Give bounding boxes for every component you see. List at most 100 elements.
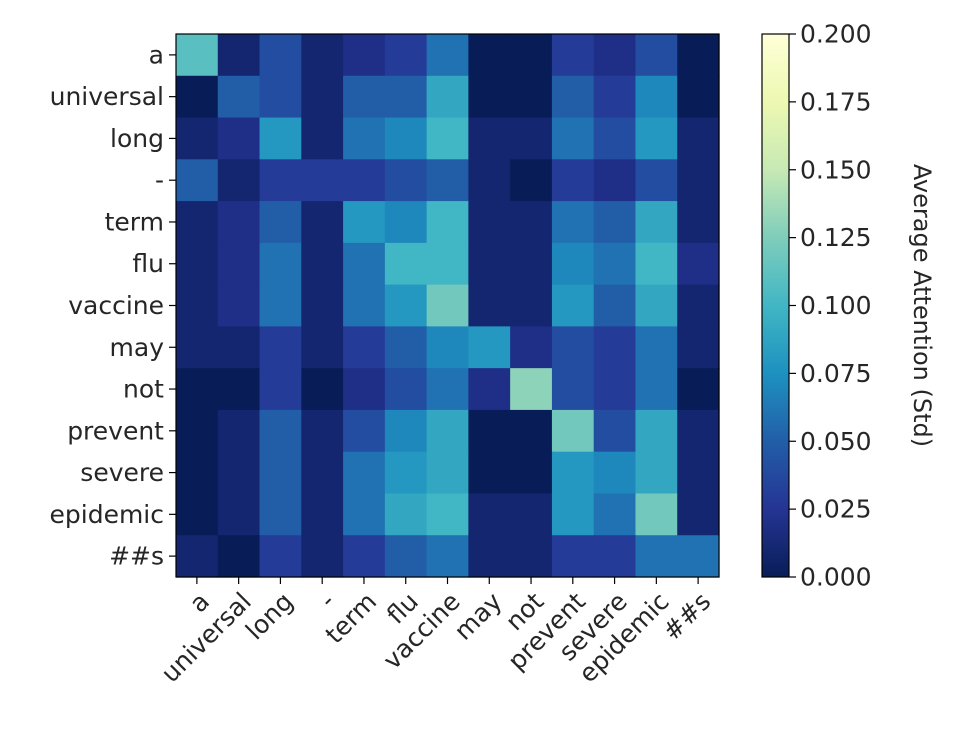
heatmap-cell (217, 493, 261, 536)
y-tick-label: - (155, 166, 164, 195)
heatmap-cell (259, 326, 302, 369)
heatmap-cell (677, 75, 720, 119)
colorbar: 0.000 0.025 0.050 0.075 0.100 0.125 0.150 0.175… (761, 20, 936, 592)
heatmap-cell (176, 75, 219, 119)
y-tick-label: not (123, 375, 164, 404)
heatmap-cell (343, 75, 386, 119)
heatmap-cell (635, 34, 678, 77)
heatmap-cell (426, 284, 469, 327)
colorbar-tick-label: 0.025 (800, 495, 872, 524)
heatmap-cell (301, 159, 344, 202)
heatmap-cell (593, 451, 637, 495)
heatmap-cell (384, 284, 428, 327)
heatmap-cell (635, 451, 678, 495)
heatmap-cell (384, 201, 428, 244)
heatmap-cell (593, 284, 637, 327)
heatmap-cell (677, 159, 720, 202)
heatmap-cell (468, 75, 511, 119)
heatmap-cell (551, 409, 595, 453)
heatmap-cell (510, 535, 553, 578)
heatmap-cell (593, 159, 637, 202)
heatmap-cell (635, 75, 678, 119)
heatmap-cell (426, 451, 469, 495)
heatmap-cell (217, 326, 261, 369)
heatmap-cell (426, 201, 469, 244)
heatmap-cell (426, 117, 469, 160)
heatmap-cell (635, 493, 678, 536)
heatmap-cell (343, 409, 386, 453)
heatmap-cell (551, 326, 595, 369)
heatmap-cell (384, 242, 428, 286)
heatmap-cell (468, 34, 511, 77)
heatmap-cell (176, 34, 219, 77)
heatmap-cell (635, 117, 678, 160)
heatmap-cell (593, 242, 637, 286)
heatmap-cell (259, 535, 302, 578)
colorbar-tick-label: 0.100 (800, 291, 872, 320)
colorbar-tick-label: 0.175 (800, 87, 872, 116)
colorbar-tick-label: 0.125 (800, 223, 872, 252)
heatmap-cell (510, 368, 553, 411)
heatmap-cell (301, 284, 344, 327)
heatmap-cell (677, 242, 720, 286)
x-tick-label: - (314, 587, 341, 614)
y-tick-label: universal (50, 82, 164, 111)
heatmap-cell (468, 159, 511, 202)
heatmap-cell (635, 242, 678, 286)
heatmap-cell (301, 242, 344, 286)
x-tick-label: ##s (657, 587, 716, 646)
heatmap-cell (510, 242, 553, 286)
heatmap-cell (593, 201, 637, 244)
heatmap-cell (510, 493, 553, 536)
heatmap-cell (510, 117, 553, 160)
heatmap-cell (384, 34, 428, 77)
heatmap-cell (426, 75, 469, 119)
heatmap-cell (176, 284, 219, 327)
heatmap-cell (176, 326, 219, 369)
heatmap-cell (677, 409, 720, 453)
heatmap-cell (217, 117, 261, 160)
y-tick-label: prevent (67, 416, 164, 445)
heatmap-cell (551, 242, 595, 286)
heatmap-cell (593, 409, 637, 453)
heatmap-cell (510, 75, 553, 119)
heatmap-cells (176, 34, 720, 578)
heatmap-cell (301, 368, 344, 411)
heatmap-cell (635, 326, 678, 369)
heatmap-cell (593, 75, 637, 119)
heatmap-cell (384, 535, 428, 578)
heatmap-cell (301, 326, 344, 369)
heatmap-cell (343, 368, 386, 411)
heatmap-cell (217, 451, 261, 495)
heatmap-cell (510, 451, 553, 495)
heatmap-cell (510, 159, 553, 202)
heatmap-cell (301, 75, 344, 119)
heatmap-cell (176, 242, 219, 286)
heatmap-cell (176, 159, 219, 202)
heatmap-cell (593, 493, 637, 536)
heatmap-cell (259, 493, 302, 536)
heatmap-cell (468, 368, 511, 411)
heatmap-cell (426, 242, 469, 286)
heatmap-cell (426, 159, 469, 202)
heatmap-cell (343, 326, 386, 369)
heatmap-cell (677, 34, 720, 77)
heatmap-cell (176, 409, 219, 453)
heatmap-cell (384, 159, 428, 202)
heatmap-cell (217, 75, 261, 119)
heatmap-cell (677, 535, 720, 578)
heatmap-cell (384, 368, 428, 411)
y-tick-label: flu (132, 249, 164, 278)
heatmap-cell (384, 117, 428, 160)
heatmap-cell (259, 242, 302, 286)
heatmap-cell (593, 326, 637, 369)
y-tick-label: severe (80, 458, 164, 487)
y-tick-label: ##s (109, 542, 164, 571)
heatmap-cell (468, 326, 511, 369)
heatmap-cell (510, 409, 553, 453)
heatmap-cell (677, 284, 720, 327)
heatmap-cell (217, 242, 261, 286)
heatmap-cell (551, 201, 595, 244)
heatmap-cell (468, 493, 511, 536)
